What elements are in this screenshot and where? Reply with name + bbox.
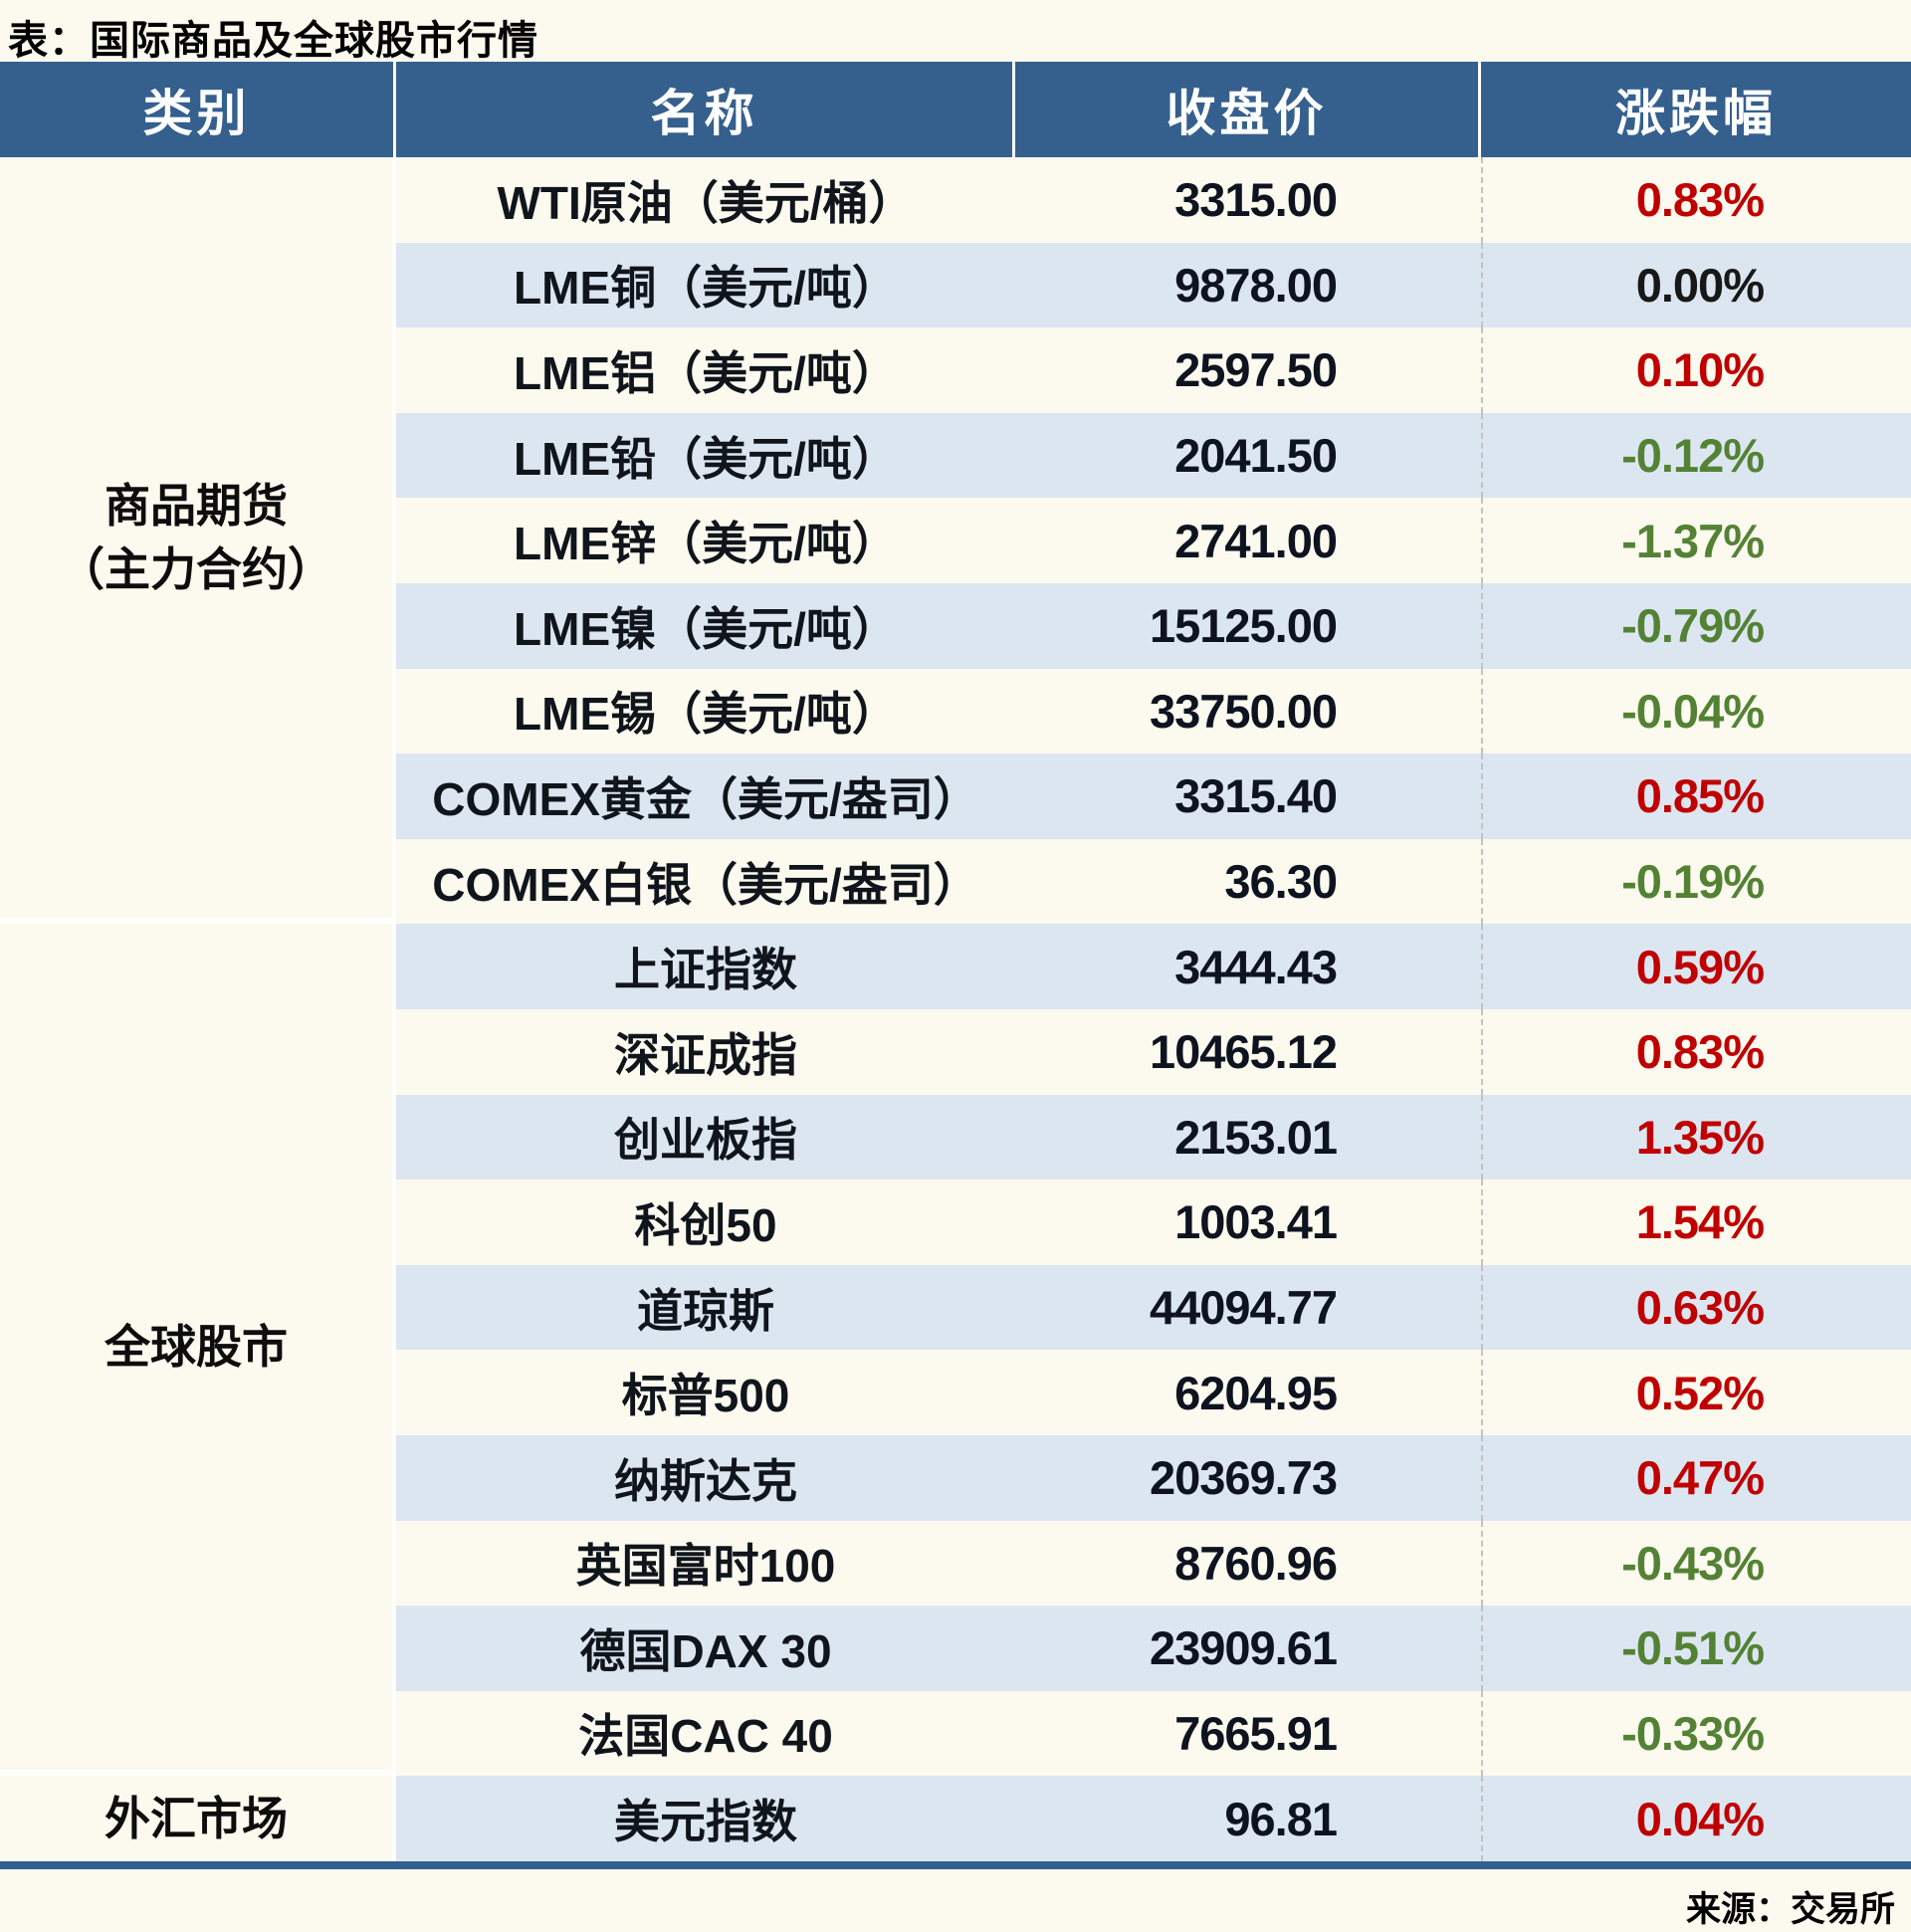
row-change-percent: -0.51% [1481, 1606, 1911, 1691]
row-change-percent: -0.79% [1481, 582, 1911, 669]
row-close-price: 2597.50 [1015, 327, 1481, 413]
row-close-price: 8760.96 [1015, 1520, 1481, 1607]
row-name: 美元指数 [396, 1776, 1015, 1861]
row-name: 深证成指 [396, 1008, 1015, 1095]
category-cell: 全球股市 [0, 924, 396, 1777]
row-change-percent: -0.12% [1481, 412, 1911, 499]
page-title: 表：国际商品及全球股市行情 [8, 19, 538, 63]
row-change-percent: 0.47% [1481, 1434, 1911, 1521]
row-name: LME锡（美元/吨） [396, 668, 1015, 754]
row-change-percent: 0.83% [1481, 157, 1911, 243]
row-close-price: 44094.77 [1015, 1264, 1481, 1351]
row-change-percent: -0.04% [1481, 668, 1911, 754]
category-label-line: 外汇市场 [105, 1792, 288, 1844]
row-name: LME铅（美元/吨） [396, 412, 1015, 499]
row-name: 上证指数 [396, 924, 1015, 1009]
source-note: 来源：交易所 [1685, 1889, 1895, 1929]
row-close-price: 2153.01 [1015, 1094, 1481, 1181]
row-close-price: 3315.00 [1015, 157, 1481, 243]
row-change-percent: 1.35% [1481, 1094, 1911, 1181]
col-header-close: 收盘价 [1015, 62, 1481, 157]
row-close-price: 3315.40 [1015, 753, 1481, 839]
col-header-category: 类别 [0, 62, 396, 157]
row-close-price: 1003.41 [1015, 1180, 1481, 1265]
row-close-price: 7665.91 [1015, 1690, 1481, 1777]
row-close-price: 3444.43 [1015, 924, 1481, 1009]
row-close-price: 9878.00 [1015, 242, 1481, 328]
category-cell: 商品期货 （主力合约） [0, 157, 396, 925]
row-close-price: 10465.12 [1015, 1008, 1481, 1095]
row-change-percent: -1.37% [1481, 498, 1911, 583]
row-close-price: 96.81 [1015, 1776, 1481, 1861]
category-label-line: 商品期货 [105, 479, 288, 532]
row-name: LME铝（美元/吨） [396, 327, 1015, 413]
row-name: 标普500 [396, 1350, 1015, 1435]
row-close-price: 23909.61 [1015, 1606, 1481, 1691]
table-bottom-rule [0, 1860, 1911, 1869]
row-name: 纳斯达克 [396, 1434, 1015, 1521]
row-close-price: 6204.95 [1015, 1350, 1481, 1435]
row-close-price: 20369.73 [1015, 1434, 1481, 1521]
category-label-line: （主力合约） [59, 543, 333, 596]
row-name: 德国DAX 30 [396, 1606, 1015, 1691]
row-name: 道琼斯 [396, 1264, 1015, 1351]
row-change-percent: 0.10% [1481, 327, 1911, 413]
row-change-percent: 1.54% [1481, 1180, 1911, 1265]
row-name: LME铜（美元/吨） [396, 242, 1015, 328]
row-name: 创业板指 [396, 1094, 1015, 1181]
row-name: LME镍（美元/吨） [396, 582, 1015, 669]
row-name: LME锌（美元/吨） [396, 498, 1015, 583]
row-close-price: 2741.00 [1015, 498, 1481, 583]
row-name: COMEX黄金（美元/盎司） [396, 753, 1015, 839]
row-name: 科创50 [396, 1180, 1015, 1265]
row-change-percent: 0.00% [1481, 242, 1911, 328]
row-change-percent: 0.52% [1481, 1350, 1911, 1435]
row-name: 英国富时100 [396, 1520, 1015, 1607]
col-header-change: 涨跌幅 [1481, 62, 1911, 157]
row-close-price: 36.30 [1015, 838, 1481, 925]
row-change-percent: 0.85% [1481, 753, 1911, 839]
row-change-percent: 0.83% [1481, 1008, 1911, 1095]
row-change-percent: 0.63% [1481, 1264, 1911, 1351]
row-name: COMEX白银（美元/盎司） [396, 838, 1015, 925]
row-close-price: 33750.00 [1015, 668, 1481, 754]
category-label-line: 全球股市 [105, 1321, 288, 1374]
row-name: 法国CAC 40 [396, 1690, 1015, 1777]
row-change-percent: 0.04% [1481, 1776, 1911, 1861]
row-close-price: 15125.00 [1015, 582, 1481, 669]
row-change-percent: -0.33% [1481, 1690, 1911, 1777]
row-change-percent: -0.19% [1481, 838, 1911, 925]
market-table: 类别 名称 收盘价 涨跌幅 商品期货 （主力合约） WTI原油（美元/桶） 3315.00 0.… [0, 62, 1911, 1861]
category-cell: 外汇市场 [0, 1776, 396, 1861]
row-close-price: 2041.50 [1015, 412, 1481, 499]
row-change-percent: -0.43% [1481, 1520, 1911, 1607]
row-change-percent: 0.59% [1481, 924, 1911, 1009]
col-header-name: 名称 [396, 62, 1015, 157]
row-name: WTI原油（美元/桶） [396, 157, 1015, 243]
